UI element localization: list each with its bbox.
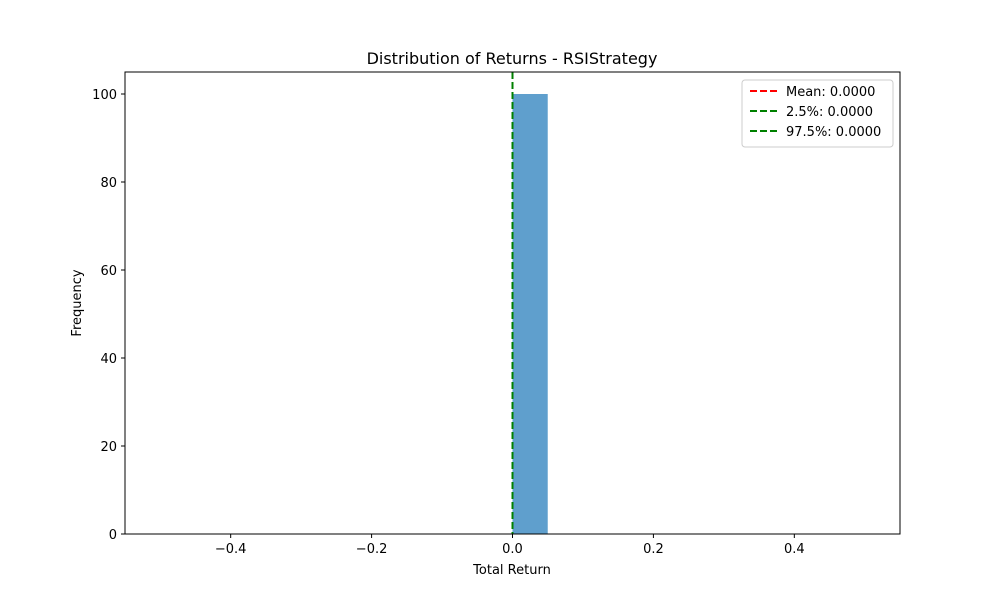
legend-frame: [741, 79, 894, 148]
y-tick-label: 0: [109, 528, 117, 543]
legend-label-0: Mean: 0.0000: [786, 85, 875, 100]
y-tick-label: 20: [100, 440, 117, 455]
bars-group: [512, 94, 548, 534]
x-tick-label: −0.2: [356, 542, 388, 557]
legend-label-2: 97.5%: 0.0000: [786, 125, 881, 140]
x-tick-label: 0.4: [784, 542, 805, 557]
x-tick-label: 0.2: [643, 542, 664, 557]
y-axis-label: Frequency: [70, 269, 85, 336]
x-axis-ticks: −0.4 −0.2 0.0 0.2 0.4: [215, 534, 805, 557]
histogram-bar-0: [512, 94, 548, 534]
legend: Mean: 0.0000 2.5%: 0.0000 97.5%: 0.0000: [741, 79, 894, 148]
x-tick-label: 0.0: [502, 542, 523, 557]
legend-label-1: 2.5%: 0.0000: [786, 105, 873, 120]
y-tick-label: 100: [92, 88, 117, 103]
y-tick-label: 60: [100, 264, 117, 279]
y-tick-label: 80: [100, 176, 117, 191]
chart-title: Distribution of Returns - RSIStrategy: [367, 49, 658, 68]
x-axis-label: Total Return: [472, 563, 551, 578]
y-axis-ticks: 0 20 40 60 80 100: [92, 88, 125, 543]
y-tick-label: 40: [100, 352, 117, 367]
x-tick-label: −0.4: [215, 542, 247, 557]
